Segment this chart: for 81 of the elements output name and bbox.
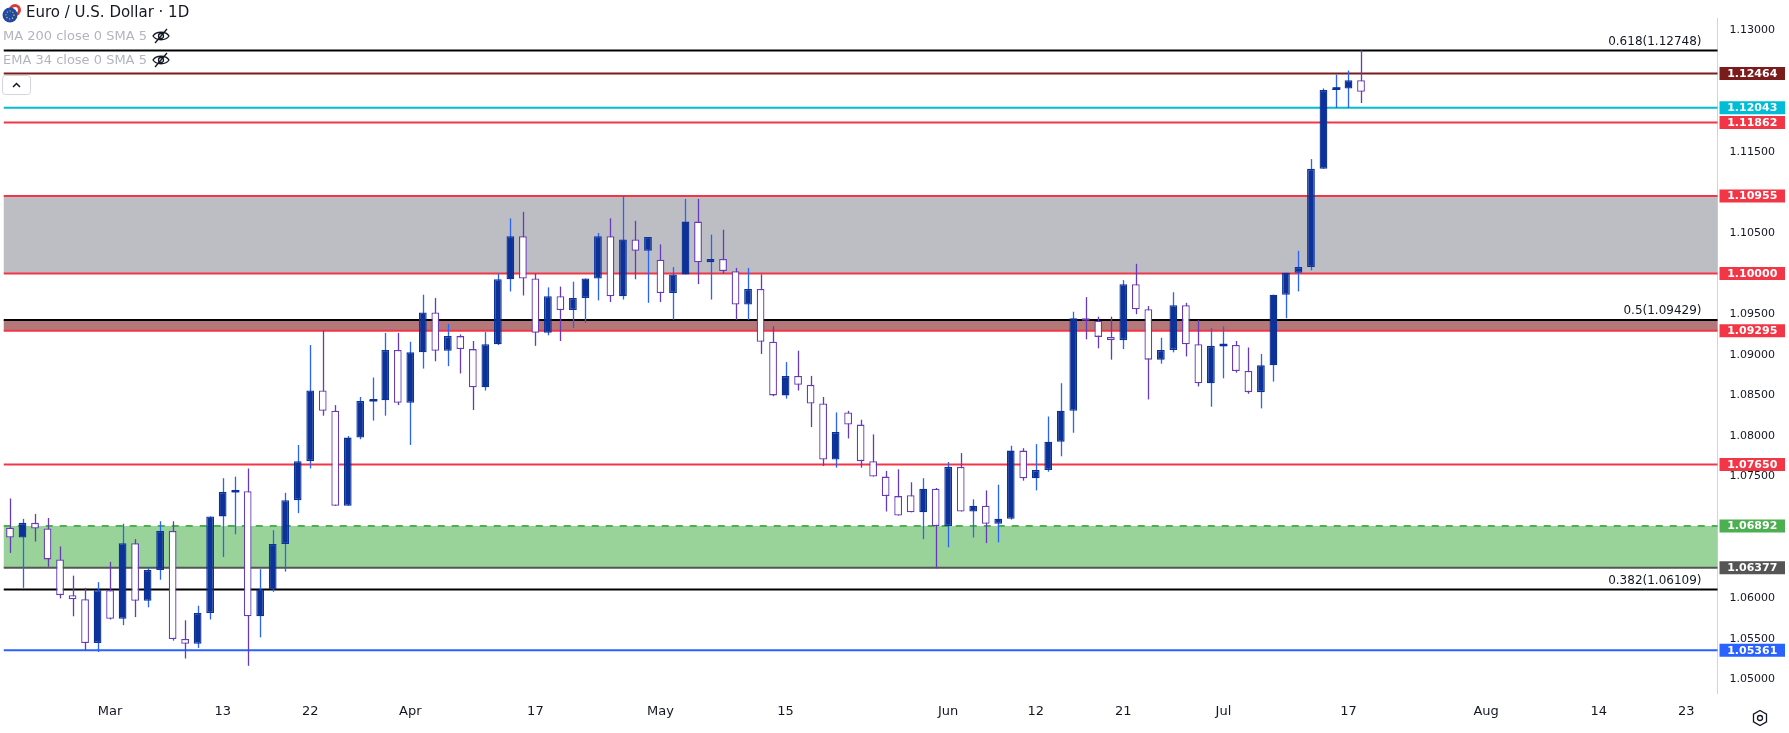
- candlestick: [844, 410, 852, 440]
- x-tick-label: Jun: [937, 702, 959, 718]
- y-tick-label: 1.06000: [1729, 591, 1776, 605]
- candlestick: [318, 329, 327, 417]
- candlestick: [869, 433, 878, 478]
- candlestick: [556, 285, 565, 342]
- x-tick-label: Apr: [399, 702, 423, 718]
- candlestick: [969, 498, 978, 539]
- chart-title: Euro / U.S. Dollar · 1D: [26, 3, 190, 21]
- candlestick: [744, 267, 752, 321]
- x-tick-label: 12: [1027, 702, 1045, 718]
- x-tick-label: 17: [1340, 702, 1357, 718]
- x-tick-label: May: [647, 702, 675, 718]
- y-tick-label: 1.10500: [1729, 225, 1776, 239]
- ref-line-label: 1.12043: [1727, 101, 1778, 115]
- candlestick: [1094, 315, 1103, 349]
- x-tick-label: Aug: [1473, 702, 1499, 718]
- candlestick: [881, 470, 890, 513]
- ref-line-label: 1.07650: [1727, 457, 1778, 471]
- candlestick: [894, 468, 903, 517]
- candlestick: [906, 481, 915, 513]
- y-tick-label: 1.05000: [1729, 672, 1776, 686]
- candlestick: [781, 361, 790, 400]
- candlestick: [18, 518, 27, 589]
- x-tick-label: Mar: [97, 702, 123, 718]
- candlestick: [806, 375, 815, 428]
- y-tick-label: 1.05500: [1729, 631, 1776, 645]
- y-tick-label: 1.09000: [1729, 347, 1776, 361]
- y-tick-label: 1.08000: [1729, 428, 1776, 442]
- candlestick: [1244, 346, 1253, 395]
- candlestick: [1106, 315, 1115, 361]
- ref-line-label: 1.10955: [1727, 189, 1778, 203]
- candlestick: [6, 497, 14, 554]
- ref-line-label: 1.06892: [1727, 519, 1778, 533]
- candlestick: [669, 266, 677, 321]
- ref-line-label: 0.382(1.06109): [1608, 572, 1702, 587]
- ref-line-label: 1.11862: [1727, 115, 1778, 129]
- candlestick: [181, 619, 190, 660]
- y-tick-label: 1.07500: [1729, 469, 1776, 483]
- x-tick-label: 22: [301, 702, 319, 718]
- candlestick: [1357, 49, 1365, 104]
- candlestick: [1031, 443, 1040, 492]
- y-tick-label: 1.11500: [1729, 144, 1776, 158]
- x-tick-label: 13: [214, 702, 231, 718]
- candlestick: [31, 513, 39, 543]
- candlestick: [569, 281, 577, 329]
- ref-line-label: 0.618(1.12748): [1608, 33, 1702, 48]
- candlestick: [1156, 337, 1165, 365]
- x-tick-label: 17: [527, 702, 544, 718]
- candlestick: [919, 477, 928, 540]
- candlestick: [218, 477, 227, 558]
- candlestick: [719, 229, 727, 275]
- candlestick: [443, 323, 452, 367]
- x-tick-label: Jul: [1214, 702, 1232, 718]
- ref-line-label: 1.12464: [1727, 66, 1778, 80]
- x-tick-label: 21: [1115, 702, 1132, 718]
- y-tick-label: 1.08500: [1729, 388, 1776, 402]
- ref-line-label: 1.09295: [1727, 324, 1778, 338]
- annotation: MA 200 close 0 SMA 5: [3, 28, 147, 43]
- candlestick: [1282, 272, 1290, 319]
- ref-line-label: 1.06377: [1727, 561, 1778, 575]
- candlestick: [794, 350, 802, 392]
- candlestick: [1294, 250, 1303, 293]
- y-tick-label: 1.09500: [1729, 307, 1776, 321]
- candlestick: [631, 220, 640, 280]
- ref-line-label: 0.5(1.09429): [1623, 303, 1702, 318]
- candlestick: [706, 233, 715, 301]
- candlestick: [68, 575, 77, 617]
- x-tick-label: 14: [1590, 702, 1607, 718]
- y-tick-label: 1.13000: [1729, 22, 1776, 36]
- candlestick: [644, 236, 652, 304]
- x-tick-label: 23: [1677, 702, 1695, 718]
- annotation: EMA 34 close 0 SMA 5: [3, 52, 147, 67]
- candlestick: [456, 333, 465, 375]
- candlestick: [1131, 263, 1140, 315]
- candlestick: [581, 277, 590, 324]
- ref-line-label: 1.05361: [1727, 643, 1778, 657]
- candlestick: [1232, 340, 1240, 374]
- candlestick: [981, 489, 990, 544]
- x-tick-label: 15: [777, 702, 794, 718]
- ref-line-label: 1.10000: [1727, 266, 1778, 280]
